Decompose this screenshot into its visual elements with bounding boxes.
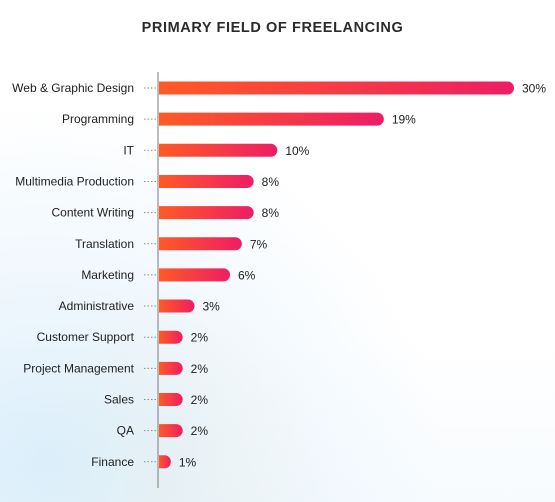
value-label: 8% xyxy=(262,206,280,220)
value-label: 10% xyxy=(285,144,309,158)
value-label: 3% xyxy=(203,300,221,314)
category-label: Administrative xyxy=(59,299,135,313)
category-label: QA xyxy=(117,424,134,438)
bar xyxy=(159,330,183,344)
bar xyxy=(159,268,231,282)
category-label: Content Writing xyxy=(52,206,134,220)
bar xyxy=(159,237,242,251)
bar xyxy=(159,424,183,438)
value-label: 19% xyxy=(392,113,416,127)
value-label: 8% xyxy=(262,175,280,189)
bar xyxy=(159,361,183,375)
value-label: 2% xyxy=(191,331,209,345)
bar xyxy=(159,455,171,469)
category-label: Multimedia Production xyxy=(15,174,134,188)
value-label: 2% xyxy=(191,424,209,438)
category-label: Sales xyxy=(104,393,134,407)
bar xyxy=(159,112,384,126)
bar xyxy=(159,299,195,313)
category-label: Marketing xyxy=(81,268,134,282)
category-label: IT xyxy=(123,143,134,157)
bar xyxy=(159,174,254,188)
bar xyxy=(159,143,278,157)
category-label: Programming xyxy=(62,112,134,126)
category-label: Web & Graphic Design xyxy=(12,81,134,95)
value-label: 1% xyxy=(179,455,197,469)
bar xyxy=(159,81,514,95)
category-label: Translation xyxy=(75,237,134,251)
value-label: 7% xyxy=(250,237,268,251)
value-label: 2% xyxy=(191,362,209,376)
value-label: 30% xyxy=(522,82,546,96)
value-label: 2% xyxy=(191,393,209,407)
category-label: Project Management xyxy=(23,361,134,375)
category-label: Customer Support xyxy=(37,330,135,344)
value-label: 6% xyxy=(238,268,256,282)
category-label: Finance xyxy=(91,455,134,469)
bar xyxy=(159,393,183,406)
chart-title: PRIMARY FIELD OF FREELANCING xyxy=(141,20,404,36)
bar xyxy=(159,206,254,220)
